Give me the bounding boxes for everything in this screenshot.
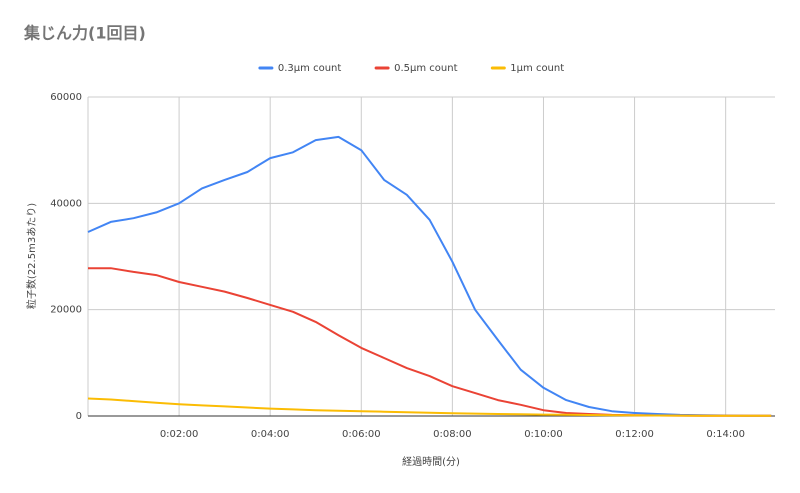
x-tick-label: 0:10:00 — [524, 429, 563, 440]
series-line — [87, 397, 772, 417]
x-tick-label: 0:02:00 — [160, 429, 199, 440]
series-line — [88, 267, 772, 417]
x-tick-label: 0:04:00 — [251, 429, 290, 440]
y-tick-label: 20000 — [50, 305, 82, 316]
legend-label: 1µm count — [510, 63, 564, 74]
x-tick-label: 0:14:00 — [706, 429, 745, 440]
x-tick-label: 0:08:00 — [433, 429, 472, 440]
legend-label: 0.3µm count — [278, 63, 341, 74]
y-tick-label: 0 — [76, 411, 82, 422]
y-tick-label: 60000 — [50, 92, 82, 103]
series-line — [87, 135, 772, 417]
chart-title: 集じん力(1回目) — [23, 24, 146, 43]
legend-label: 0.5µm count — [394, 63, 457, 74]
x-axis-label: 経過時間(分) — [402, 455, 460, 468]
y-tick-label: 40000 — [50, 198, 82, 209]
x-tick-label: 0:06:00 — [342, 429, 381, 440]
x-tick-label: 0:12:00 — [615, 429, 654, 440]
y-axis-label: 粒子数(22.5m3あたり) — [25, 203, 38, 309]
